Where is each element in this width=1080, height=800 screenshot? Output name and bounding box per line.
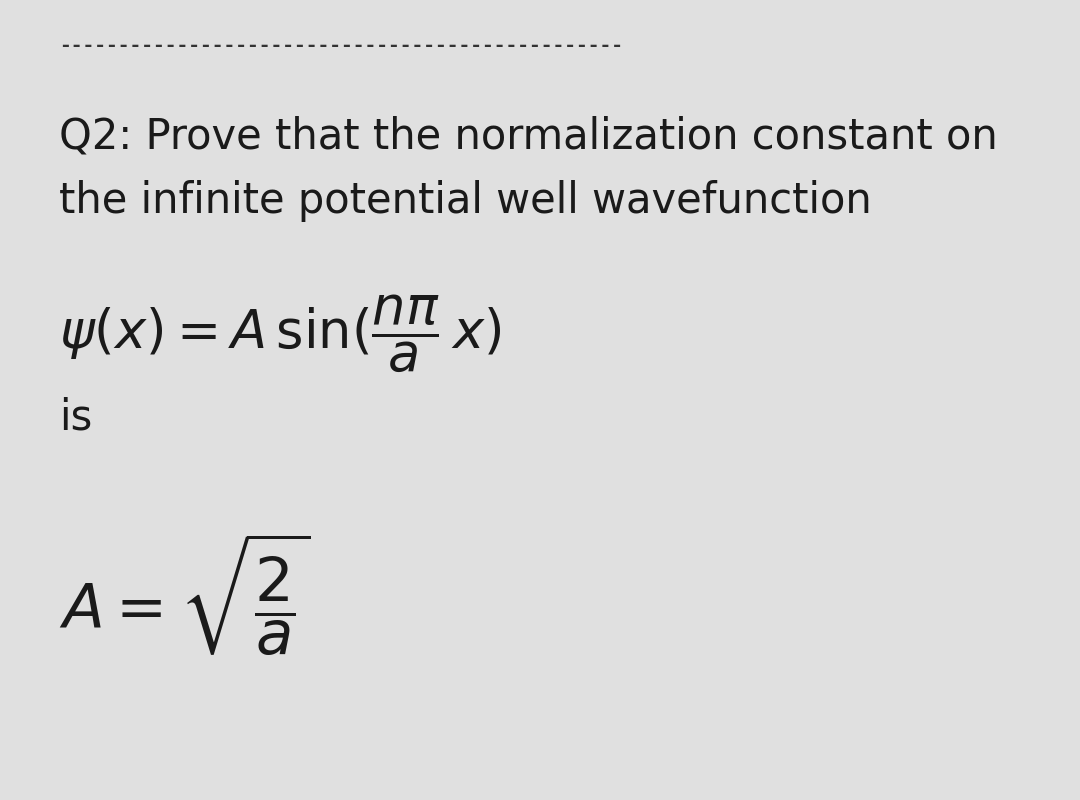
- Text: ------------------------------------------------: ----------------------------------------…: [59, 36, 623, 55]
- Text: the infinite potential well wavefunction: the infinite potential well wavefunction: [59, 180, 873, 222]
- Text: $\psi(x) = A\,\mathrm{sin}(\dfrac{n\pi}{a}\,x)$: $\psi(x) = A\,\mathrm{sin}(\dfrac{n\pi}{…: [59, 292, 502, 374]
- Text: is: is: [59, 396, 93, 438]
- Text: Q2: Prove that the normalization constant on: Q2: Prove that the normalization constan…: [59, 116, 998, 158]
- Text: $A = \sqrt{\dfrac{2}{a}}$: $A = \sqrt{\dfrac{2}{a}}$: [59, 532, 311, 659]
